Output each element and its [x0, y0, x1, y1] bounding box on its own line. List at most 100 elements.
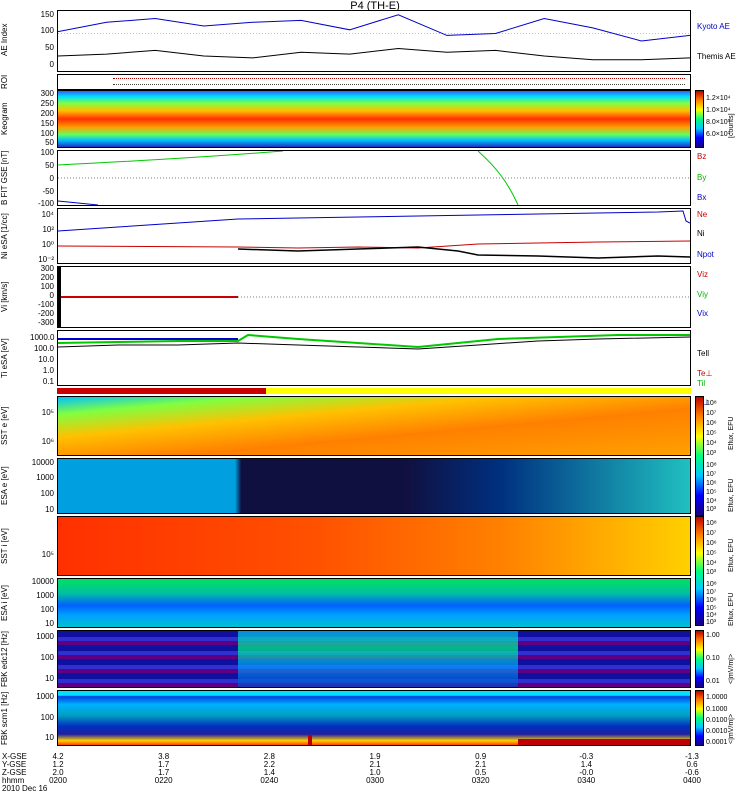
footer-value-y: 0.6 [686, 760, 698, 769]
bfit-tick: 50 [45, 161, 54, 170]
footer-value-x: -1.3 [685, 752, 699, 761]
fbk-e-colorbar [695, 630, 704, 688]
fbk-e-spectrogram [57, 630, 691, 688]
fbk-b-spectrogram [57, 690, 691, 746]
footer-value-z: 2.0 [52, 768, 64, 777]
esa-e-cb-unit: Eflux, EFU [728, 478, 735, 512]
ni-tick: 10² [42, 225, 54, 234]
bfit-legend-bz: Bz [697, 152, 707, 161]
ae-plot [58, 14, 690, 61]
ae-tick: 100 [40, 26, 54, 35]
vi-tick: 300 [40, 264, 54, 273]
footer-column: -0.3 1.4 -0.0 0340 [573, 753, 599, 785]
electron-colorbar [695, 396, 704, 516]
fbk-b-cb-tick: 1.0000 [706, 694, 728, 701]
keogram-tick: 200 [40, 109, 54, 118]
fbk-b-colorbar [695, 690, 704, 746]
fbk-e-enhancement [238, 631, 518, 687]
esa-e-cb-tick: 10⁶ [706, 480, 717, 487]
vi-panel [57, 266, 691, 328]
esa-i-cb-tick: 10⁶ [706, 597, 717, 604]
footer-value-z: 1.4 [263, 768, 275, 777]
fbk-e-tick: 1000 [36, 632, 54, 641]
sst-e-tick: 10⁶ [41, 437, 54, 446]
vi-tick: -100 [37, 300, 54, 309]
bfit-tick: 100 [40, 148, 54, 157]
footer-label-hhmm: hhmm [2, 776, 25, 785]
sst-e-cb-tick: 10⁸ [706, 400, 717, 407]
keogram-tick: 50 [45, 138, 54, 147]
keogram-cb-tick: 1.0×10⁴ [706, 107, 731, 114]
esa-e-cb-tick: 10⁸ [706, 462, 717, 469]
vi-tick: -300 [37, 318, 54, 327]
bfit-legend-by: By [697, 173, 707, 182]
footer-value-y: 2.1 [475, 760, 487, 769]
keogram-ylabel: Keogram [0, 102, 9, 136]
esa-e-cb-tick: 10³ [706, 506, 717, 513]
footer-value-x: 2.8 [263, 752, 275, 761]
footer-date: 2010 Dec 16 [2, 784, 48, 793]
fbk-b-tick: 10 [45, 733, 54, 742]
fbk-e-cb-tick: 1.00 [706, 632, 720, 639]
ni-legend-ni: Ni [697, 229, 705, 238]
fbk-e-tick: 10 [45, 674, 54, 683]
footer-column: 0.9 2.1 0.5 0320 [468, 753, 494, 785]
esa-i-tick: 100 [40, 605, 54, 614]
sst-i-cb-tick: 10⁸ [706, 520, 717, 527]
bfit-tick: -50 [42, 187, 54, 196]
roi-ylabel: ROI [0, 74, 9, 90]
footer-row-labels: X-GSE Y-GSE Z-GSE hhmm 2010 Dec 16 [2, 753, 52, 793]
ti-tick: 100.0 [33, 344, 54, 353]
fbk-e-ylabel: FBK edc12 [Hz] [0, 630, 9, 688]
sst-i-cb-tick: 10⁷ [706, 530, 717, 537]
esa-e-cb-tick: 10⁷ [706, 471, 717, 478]
ni-tick: 10⁰ [41, 240, 54, 249]
footer-value-t: 0300 [366, 776, 384, 785]
esa-e-ylabel: ESA e [eV] [0, 466, 9, 506]
footer-value-y: 2.2 [263, 760, 275, 769]
esa-i-spectrogram [57, 578, 691, 628]
ti-tick: 1000.0 [30, 333, 55, 342]
ti-legend-til: Til [697, 379, 706, 388]
sst-e-cb-tick: 10⁵ [706, 430, 717, 437]
bfit-tick: -100 [37, 199, 54, 208]
esa-i-tick: 10 [45, 619, 54, 628]
ti-tick: 0.1 [42, 377, 54, 386]
esa-e-tick: 10000 [31, 458, 54, 467]
ti-panel [57, 330, 691, 386]
footer-value-z: 1.0 [369, 768, 381, 777]
bfit-tick: 0 [49, 174, 54, 183]
footer-label-y: Y-GSE [2, 760, 27, 769]
esa-i-tick: 10000 [31, 577, 54, 586]
vi-tick: 200 [40, 273, 54, 282]
esa-i-ylabel: ESA i [eV] [0, 584, 9, 622]
footer-value-z: 0.5 [475, 768, 487, 777]
sst-e-tick: 10⁵ [41, 408, 54, 417]
sst-i-cb-unit: Eflux, EFU [728, 538, 735, 572]
keogram-cb-unit: [counts] [728, 113, 735, 138]
vi-plot [58, 267, 690, 327]
footer-value-y: 2.1 [369, 760, 381, 769]
fbk-b-cb-tick: 0.0100 [706, 717, 728, 724]
footer-value-t: 0200 [49, 776, 67, 785]
ti-tick: 1.0 [42, 366, 54, 375]
ti-tick: 10.0 [38, 355, 54, 364]
ae-tick: 50 [45, 43, 54, 52]
esa-e-tick: 100 [40, 489, 54, 498]
esa-i-cb-tick: 10⁴ [706, 612, 717, 619]
footer-value-y: 1.4 [580, 760, 592, 769]
sst-i-tick: 10⁵ [41, 550, 54, 559]
ae-ylabel: AE Index [0, 23, 9, 57]
roi-panel [57, 74, 691, 90]
keogram-tick: 250 [40, 99, 54, 108]
esa-i-cb-tick: 10⁷ [706, 589, 717, 596]
fbk-b-tick: 1000 [36, 692, 54, 701]
sst-e-cb-tick: 10⁷ [706, 410, 717, 417]
footer-value-z: -0.6 [685, 768, 699, 777]
ion-colorbar [695, 516, 704, 626]
keogram-cb-tick: 1.2×10⁴ [706, 95, 731, 102]
sst-i-cb-tick: 10⁵ [706, 550, 717, 557]
fbk-b-cb-tick: 0.1000 [706, 706, 728, 713]
fbk-b-cb-tick: 0.0001 [706, 739, 728, 746]
fbk-b-burst [308, 735, 312, 745]
